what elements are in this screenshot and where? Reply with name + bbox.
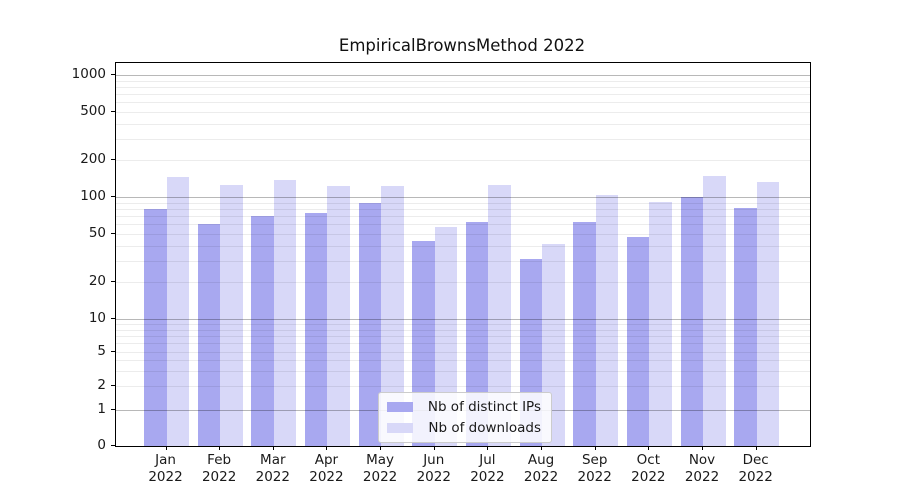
bar-downloads-apr xyxy=(327,186,350,446)
chart-title: EmpiricalBrownsMethod 2022 xyxy=(338,36,586,55)
y-tick xyxy=(111,445,115,446)
bar-downloads-oct xyxy=(649,202,672,446)
bar-distinct-ips-sep xyxy=(573,222,596,446)
bar-distinct-ips-dec xyxy=(734,208,757,446)
legend-label-distinct-ips: Nb of distinct IPs xyxy=(427,399,541,415)
x-tick-label-dec: Dec 2022 xyxy=(738,452,773,485)
bar-distinct-ips-oct xyxy=(626,237,650,446)
y-tick xyxy=(111,74,115,75)
y-tick xyxy=(111,318,115,319)
y-tick xyxy=(111,110,115,112)
y-tick-label: 2 xyxy=(97,377,106,393)
y-tick-label: 5 xyxy=(97,343,106,359)
y-tick-label: 50 xyxy=(88,224,106,241)
y-tick-label: 0 xyxy=(97,437,106,453)
x-tick xyxy=(165,446,167,450)
x-tick xyxy=(380,446,382,450)
legend-item-downloads: Nb of downloads xyxy=(387,420,541,436)
y-tick xyxy=(111,281,115,283)
y-tick-label: 1 xyxy=(97,401,106,417)
y-tick-label: 1000 xyxy=(71,66,106,82)
bar-downloads-jul xyxy=(488,184,511,446)
x-tick-label-sep: Sep 2022 xyxy=(577,452,612,485)
x-tick xyxy=(272,446,274,450)
legend-label-downloads: Nb of downloads xyxy=(428,420,541,436)
y-tick-label: 500 xyxy=(80,102,106,119)
bar-distinct-ips-mar xyxy=(251,215,274,446)
bar-distinct-ips-jul xyxy=(465,222,489,446)
plot-area xyxy=(115,62,811,447)
y-tick xyxy=(111,409,115,410)
y-tick-label: 20 xyxy=(88,273,106,290)
y-tick xyxy=(111,196,115,197)
y-tick-label: 100 xyxy=(80,188,106,204)
x-tick-label-may: May 2022 xyxy=(362,452,398,485)
x-tick-label-feb: Feb 2022 xyxy=(201,452,237,485)
x-tick xyxy=(326,446,328,450)
y-tick-label: 10 xyxy=(88,310,106,326)
bar-distinct-ips-jan xyxy=(144,208,167,446)
y-tick xyxy=(111,351,115,352)
legend-swatch-downloads xyxy=(387,423,413,433)
bar-downloads-jun xyxy=(434,226,458,446)
x-tick-label-mar: Mar 2022 xyxy=(255,452,290,485)
x-tick xyxy=(755,446,757,450)
bar-downloads-may xyxy=(381,185,404,446)
x-tick-label-oct: Oct 2022 xyxy=(631,452,666,485)
x-tick-label-jun: Jun 2022 xyxy=(416,452,451,485)
x-tick-label-jul: Jul 2022 xyxy=(470,452,505,485)
bar-downloads-nov xyxy=(703,175,726,446)
x-tick xyxy=(594,446,596,450)
bar-downloads-mar xyxy=(273,179,297,446)
legend-item-distinct-ips: Nb of distinct IPs xyxy=(387,399,541,415)
legend-swatch-distinct-ips xyxy=(387,402,413,412)
x-tick-label-nov: Nov 2022 xyxy=(684,452,720,485)
bar-downloads-sep xyxy=(595,195,619,446)
x-tick-label-aug: Aug 2022 xyxy=(523,452,559,485)
x-tick xyxy=(648,446,650,450)
bar-distinct-ips-may xyxy=(358,203,382,446)
bar-distinct-ips-nov xyxy=(680,197,703,446)
y-tick xyxy=(111,159,115,161)
bar-downloads-jan xyxy=(166,177,189,446)
bar-distinct-ips-apr xyxy=(304,212,328,446)
bar-downloads-dec xyxy=(756,181,780,446)
bars-layer xyxy=(116,63,810,446)
y-tick xyxy=(111,232,115,234)
bar-distinct-ips-feb xyxy=(197,224,221,446)
x-tick xyxy=(433,446,435,450)
x-tick-label-jan: Jan 2022 xyxy=(148,452,183,485)
x-tick xyxy=(702,446,703,450)
x-tick xyxy=(487,446,489,450)
y-tick xyxy=(111,385,115,386)
y-tick-label: 200 xyxy=(80,151,106,168)
x-tick-label-apr: Apr 2022 xyxy=(309,452,344,485)
x-tick xyxy=(541,446,543,450)
x-tick xyxy=(219,446,221,450)
bar-downloads-feb xyxy=(220,184,243,446)
legend: Nb of distinct IPs Nb of downloads xyxy=(378,392,552,443)
